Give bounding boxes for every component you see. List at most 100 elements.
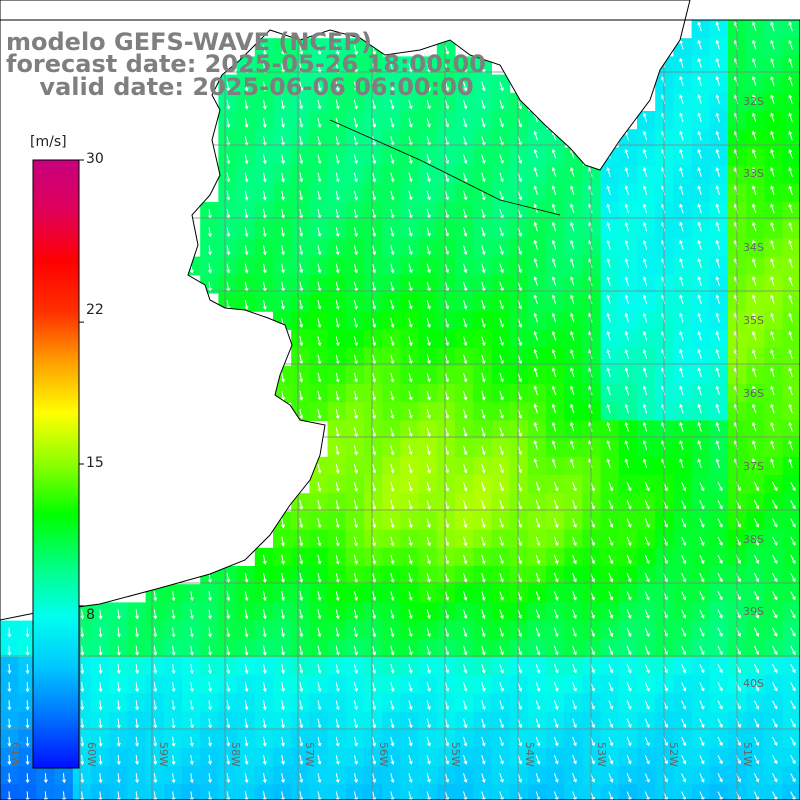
arrow-head — [518, 596, 523, 601]
wind-arrow — [553, 572, 558, 582]
wind-arrow — [770, 113, 775, 123]
wind-arrow — [572, 736, 577, 746]
wind-arrow — [626, 791, 632, 800]
wind-arrow — [698, 95, 702, 105]
arrow-head — [642, 458, 647, 463]
wind-arrow — [499, 645, 504, 655]
wind-arrow — [372, 336, 376, 346]
wind-arrow — [263, 791, 266, 800]
wind-arrow — [698, 368, 702, 378]
wind-arrow — [353, 299, 358, 310]
wind-arrow — [535, 773, 540, 783]
arrow-head — [445, 760, 450, 765]
arrow-head — [609, 560, 614, 565]
arrow-head — [427, 669, 431, 674]
arrow-head — [554, 651, 559, 656]
arrow-head — [281, 251, 285, 256]
arrow-head — [642, 239, 647, 244]
wind-arrow — [26, 682, 29, 692]
wind-arrow — [716, 113, 720, 123]
wind-arrow — [607, 440, 611, 450]
arrow-head — [445, 360, 450, 365]
wind-arrow — [770, 331, 775, 341]
wind-arrow — [643, 349, 648, 359]
arrow-head — [606, 385, 611, 390]
arrow-head — [135, 706, 140, 711]
wind-arrow — [626, 518, 632, 528]
arrow-head — [408, 451, 413, 456]
wind-arrow — [716, 131, 720, 141]
arrow-head — [445, 724, 450, 729]
arrow-head — [536, 505, 541, 510]
arrow-head — [606, 403, 611, 408]
arrow-head — [372, 760, 377, 765]
wind-arrow — [299, 627, 303, 637]
arrow-head — [551, 148, 556, 153]
arrow-head — [646, 487, 650, 492]
wind-arrow — [408, 554, 412, 564]
arrow-head — [463, 487, 468, 492]
arrow-head — [317, 779, 322, 784]
wind-arrow — [299, 390, 303, 401]
wind-arrow — [717, 536, 723, 546]
arrow-head — [481, 560, 486, 565]
arrow-head — [679, 421, 683, 426]
wind-arrow — [753, 627, 759, 637]
arrow-head — [733, 221, 738, 226]
wind-arrow — [299, 591, 303, 601]
wind-arrow — [752, 240, 757, 250]
arrow-head — [153, 724, 158, 729]
arrow-head — [664, 633, 668, 637]
arrow-head — [463, 687, 468, 692]
arrow-head — [281, 706, 285, 711]
wind-arrow — [790, 718, 796, 728]
arrow-head — [624, 148, 629, 153]
wind-arrow — [426, 154, 431, 164]
wind-arrow — [608, 736, 613, 746]
wind-arrow — [717, 591, 723, 600]
wind-arrow — [607, 204, 611, 214]
wind-arrow — [408, 427, 412, 437]
arrow-head — [500, 651, 504, 656]
wind-arrow — [281, 390, 284, 401]
wind-arrow — [208, 682, 211, 692]
arrow-head — [25, 688, 30, 693]
wind-arrow — [753, 500, 759, 509]
arrow-head — [570, 258, 574, 263]
arrow-head — [171, 706, 176, 711]
wind-arrow — [263, 718, 266, 728]
wind-arrow — [643, 240, 648, 250]
longitude-label: 60W — [85, 742, 98, 767]
wind-arrow — [99, 718, 102, 728]
arrow-head — [43, 797, 48, 800]
wind-arrow — [26, 700, 29, 710]
wind-arrow — [499, 427, 504, 437]
wind-arrow — [299, 99, 303, 109]
arrow-head — [536, 669, 541, 674]
arrow-head — [408, 542, 413, 547]
wind-arrow — [8, 627, 10, 637]
wind-arrow — [353, 518, 358, 528]
wind-arrow — [644, 682, 650, 691]
wind-arrow — [190, 754, 193, 765]
arrow-head — [700, 523, 705, 528]
wind-arrow — [426, 591, 431, 601]
arrow-head — [153, 597, 158, 602]
arrow-head — [281, 578, 285, 583]
wind-arrow — [26, 791, 29, 800]
arrow-head — [642, 312, 647, 317]
arrow-head — [591, 560, 595, 565]
arrow-head — [536, 633, 541, 638]
arrow-head — [299, 233, 304, 238]
arrow-head — [737, 705, 741, 710]
wind-arrow — [444, 409, 449, 419]
wind-arrow — [789, 167, 793, 177]
arrow-head — [719, 687, 723, 692]
arrow-head — [463, 414, 468, 419]
wind-arrow — [426, 208, 431, 218]
arrow-head — [481, 578, 486, 583]
wind-arrow — [390, 354, 394, 364]
arrow-head — [591, 687, 595, 692]
wind-arrow — [372, 117, 376, 128]
arrow-head — [481, 742, 486, 747]
